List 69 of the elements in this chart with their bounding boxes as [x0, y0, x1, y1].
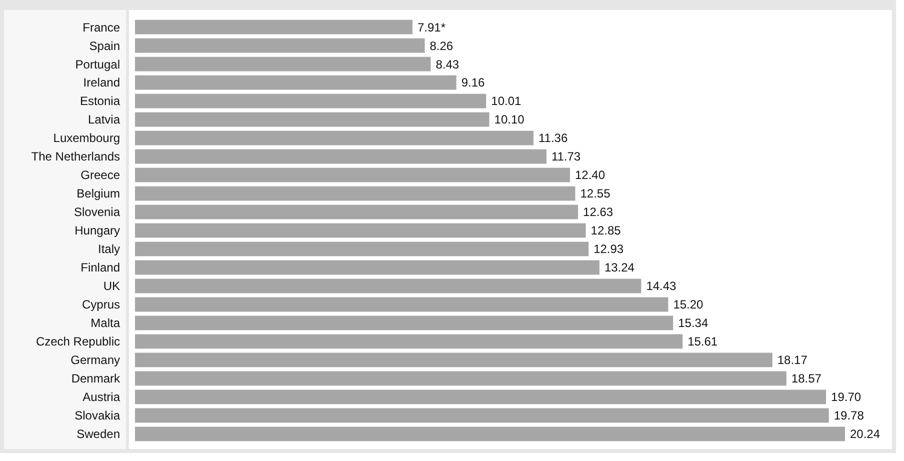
data-label: 12.55: [580, 186, 611, 201]
y-tick-label: Ireland: [83, 76, 120, 90]
bar: [135, 223, 586, 238]
y-tick-label: Malta: [90, 316, 120, 330]
data-label: 9.16: [461, 76, 486, 90]
data-label: 12.40: [574, 168, 606, 182]
bar: [135, 75, 456, 90]
y-tick-label: France: [82, 20, 120, 34]
bar: [135, 334, 683, 349]
data-label: 18.17: [777, 353, 808, 368]
y-tick-label: Spain: [89, 38, 120, 53]
bar: [135, 130, 534, 146]
y-tick-label: Belgium: [76, 186, 120, 201]
y-tick-label: Austria: [82, 390, 120, 404]
bar: [135, 297, 668, 312]
data-label: 15.20: [673, 298, 704, 312]
data-label: 10.01: [491, 94, 522, 108]
y-tick-label: Hungary: [74, 224, 120, 238]
y-tick-label: Greece: [80, 168, 120, 182]
bar: [135, 371, 786, 386]
y-tick-label: Denmark: [71, 372, 121, 386]
data-label: 15.34: [678, 316, 708, 330]
y-tick-label: Finland: [80, 260, 120, 275]
data-label: 12.63: [583, 205, 614, 220]
data-label: 20.24: [850, 427, 880, 442]
y-tick-label: UK: [103, 279, 120, 294]
bar: [135, 316, 674, 330]
data-label: 15.61: [688, 334, 718, 349]
y-tick-label: Italy: [98, 242, 120, 256]
data-label: 13.24: [604, 260, 635, 275]
y-tick-label: Slovakia: [74, 408, 120, 423]
bar: [135, 426, 845, 442]
bar: [135, 352, 772, 368]
y-tick-label: Germany: [70, 353, 120, 368]
bar: [135, 168, 570, 182]
bar: [135, 20, 412, 34]
bar: [135, 149, 546, 164]
data-label: 8.43: [436, 57, 460, 72]
data-label: 7.91*: [417, 20, 446, 34]
y-tick-label: The Netherlands: [31, 150, 120, 164]
data-label: 11.73: [551, 150, 581, 164]
data-label: 11.36: [538, 131, 568, 146]
bar: [135, 408, 829, 423]
bar: [135, 204, 578, 220]
bar: [135, 38, 425, 53]
y-tick-label: Sweden: [76, 427, 120, 442]
y-tick-label: Estonia: [80, 94, 120, 108]
data-label: 19.78: [834, 408, 864, 423]
bar: [135, 186, 576, 201]
bar: [135, 390, 826, 404]
y-tick-label: Latvia: [88, 112, 120, 127]
y-tick-label: Slovenia: [74, 205, 120, 220]
bar: [135, 56, 431, 72]
data-label: 19.70: [831, 390, 862, 404]
bar: [135, 112, 490, 127]
data-label: 8.26: [430, 38, 454, 53]
bar: [135, 242, 589, 256]
data-label: 14.43: [646, 279, 677, 294]
bar: [135, 94, 486, 108]
bar: [135, 278, 642, 294]
data-label: 18.57: [791, 372, 822, 386]
y-tick-label: Cyprus: [82, 298, 120, 312]
y-tick-label: Luxembourg: [53, 131, 120, 146]
data-label: 12.85: [590, 224, 622, 238]
data-label: 12.93: [594, 242, 624, 256]
data-label: 10.10: [494, 112, 525, 127]
y-tick-label: Czech Republic: [36, 334, 120, 349]
y-tick-label: Portugal: [75, 57, 120, 72]
bar: [135, 260, 600, 275]
